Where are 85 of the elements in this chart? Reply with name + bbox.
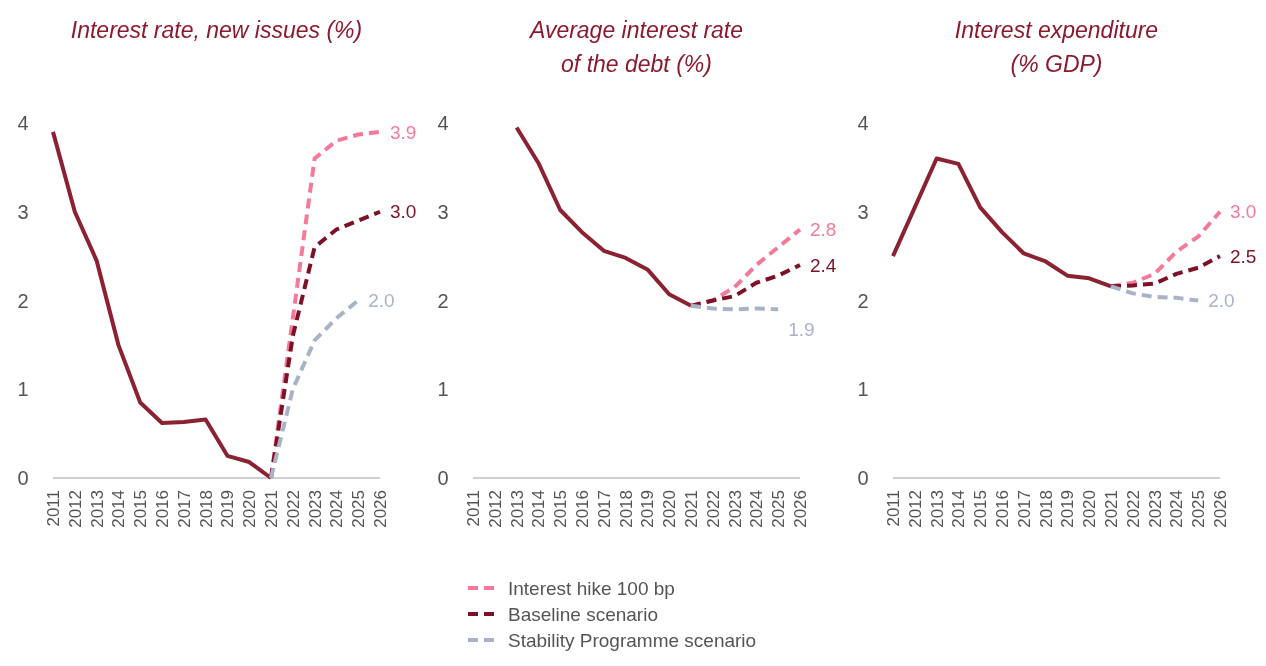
legend-label: Stability Programme scenario: [508, 629, 757, 651]
legend-label: Baseline scenario: [508, 603, 658, 625]
x-tick-label: 2025: [769, 490, 789, 528]
line-series: [891, 156, 1113, 289]
x-tick-label: 2024: [1167, 490, 1187, 528]
data-label: 3.0: [1230, 201, 1257, 223]
x-tick-label: 2017: [174, 490, 194, 528]
line-series: [1109, 254, 1222, 289]
x-tick-label: 2022: [283, 490, 303, 528]
x-tick-label: 2014: [109, 490, 129, 528]
x-tick-label: 2019: [1058, 490, 1078, 528]
y-tick-label: 4: [17, 112, 29, 134]
x-tick-label: 2025: [349, 490, 369, 528]
line-series: [269, 298, 361, 480]
x-tick-label: 2017: [1014, 490, 1034, 528]
x-tick-label: 2013: [87, 490, 107, 528]
line-series: [689, 263, 802, 308]
line-series: [514, 125, 693, 308]
x-tick-label: 2022: [1123, 490, 1143, 528]
x-tick-label: 2011: [463, 490, 483, 527]
x-tick-label: 2026: [790, 490, 810, 528]
x-tick-label: 2021: [1101, 490, 1121, 528]
x-tick-label: 2016: [992, 490, 1012, 528]
x-tick-label: 2026: [1210, 490, 1230, 528]
x-tick-label: 2019: [638, 490, 658, 528]
y-tick-label: 2: [857, 289, 869, 312]
chart-title: Average interest rate of the debt (%): [527, 17, 744, 77]
y-tick-label: 1: [857, 378, 869, 401]
data-label: 2.8: [810, 219, 837, 241]
data-label: 1.9: [788, 319, 815, 341]
line-series: [1109, 284, 1201, 303]
data-label: 2.0: [1208, 290, 1235, 312]
data-label: 2.5: [1230, 245, 1257, 267]
x-tick-label: 2011: [43, 490, 63, 527]
x-tick-label: 2023: [305, 490, 325, 528]
chart-title: Interest rate, new issues (%): [70, 17, 363, 43]
y-tick-label: 2: [437, 289, 449, 312]
x-tick-label: 2016: [152, 490, 172, 528]
y-tick-label: 4: [437, 112, 449, 134]
data-label: 3.9: [390, 121, 417, 143]
data-label: 3.0: [390, 201, 417, 223]
x-tick-label: 2026: [370, 490, 390, 528]
data-label: 2.0: [368, 290, 395, 312]
x-tick-label: 2018: [196, 490, 216, 528]
x-tick-label: 2011: [883, 490, 903, 527]
x-tick-label: 2017: [594, 490, 614, 528]
x-tick-label: 2018: [1036, 490, 1056, 528]
y-tick-label: 3: [437, 200, 449, 223]
y-tick-label: 0: [17, 467, 29, 489]
x-tick-label: 2020: [240, 490, 260, 528]
line-series: [51, 129, 273, 480]
x-tick-label: 2014: [529, 490, 549, 528]
x-tick-label: 2015: [551, 490, 571, 528]
y-tick-label: 2: [17, 289, 29, 312]
legend-label: Interest hike 100 bp: [508, 577, 675, 599]
y-tick-label: 4: [857, 112, 869, 134]
x-tick-label: 2023: [725, 490, 745, 528]
x-tick-label: 2013: [927, 490, 947, 528]
x-tick-label: 2021: [261, 490, 281, 528]
x-tick-label: 2024: [747, 490, 767, 528]
x-tick-label: 2012: [65, 490, 85, 528]
y-tick-label: 1: [17, 378, 29, 401]
y-tick-label: 3: [17, 200, 29, 223]
y-tick-label: 0: [437, 467, 449, 489]
y-tick-label: 1: [437, 378, 449, 401]
y-tick-label: 0: [857, 467, 869, 489]
x-tick-label: 2013: [507, 490, 527, 528]
x-tick-label: 2014: [949, 490, 969, 528]
x-tick-label: 2024: [327, 490, 347, 528]
x-tick-label: 2012: [905, 490, 925, 528]
x-tick-label: 2012: [485, 490, 505, 528]
x-tick-label: 2022: [703, 490, 723, 528]
x-tick-label: 2020: [660, 490, 680, 528]
x-tick-label: 2023: [1145, 490, 1165, 528]
x-tick-label: 2015: [131, 490, 151, 528]
y-tick-label: 3: [857, 200, 869, 223]
x-tick-label: 2020: [1080, 490, 1100, 528]
x-tick-label: 2015: [971, 490, 991, 528]
x-tick-label: 2018: [616, 490, 636, 528]
x-tick-label: 2016: [572, 490, 592, 528]
chart-title: Interest expenditure (% GDP): [954, 17, 1159, 77]
data-label: 2.4: [810, 254, 837, 276]
x-tick-label: 2021: [681, 490, 701, 528]
x-tick-label: 2019: [218, 490, 238, 528]
x-tick-label: 2025: [1189, 490, 1209, 528]
